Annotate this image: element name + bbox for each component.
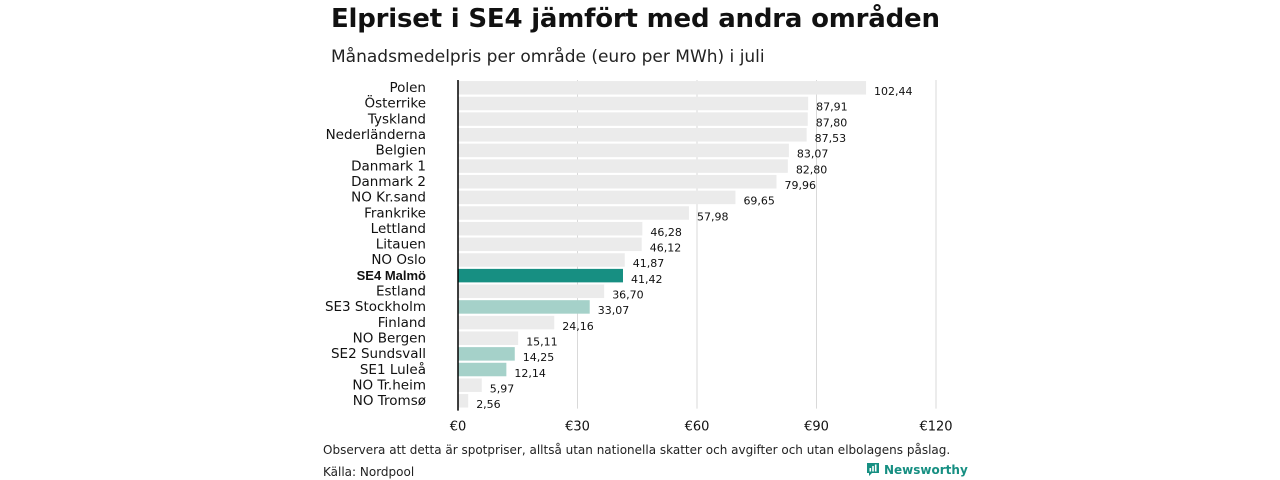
- category-label: Danmark 1: [351, 158, 426, 174]
- bar: [458, 362, 507, 377]
- value-label: 83,07: [797, 148, 829, 161]
- x-tick-label: €30: [565, 420, 590, 435]
- bar: [458, 81, 867, 95]
- category-label: SE1 Luleå: [360, 361, 426, 378]
- bar: [458, 96, 809, 111]
- value-label: 41,87: [633, 257, 665, 270]
- category-label: NO Tr.heim: [352, 377, 426, 393]
- bar: [458, 253, 625, 267]
- bar: [458, 112, 808, 126]
- bar: [458, 143, 789, 158]
- value-label: 46,28: [650, 226, 682, 239]
- bar: [458, 128, 807, 142]
- bar: [458, 159, 788, 173]
- category-label: Litauen: [376, 237, 426, 253]
- bar: [458, 331, 519, 345]
- value-label: 36,70: [612, 289, 644, 302]
- value-label: 24,16: [562, 320, 594, 333]
- footnote: Observera att detta är spotpriser, allts…: [323, 443, 951, 457]
- brand-name: Newsworthy: [884, 462, 968, 477]
- category-label: Polen: [389, 80, 426, 96]
- value-label: 79,96: [785, 179, 817, 192]
- category-label: NO Kr.sand: [351, 190, 426, 206]
- category-label: Frankrike: [364, 205, 426, 221]
- category-label: SE4 Malmö: [357, 268, 426, 283]
- x-tick-label: €60: [685, 420, 710, 435]
- x-tick-label: €0: [450, 420, 467, 435]
- bar: [458, 315, 555, 330]
- value-label: 2,56: [476, 398, 501, 411]
- bar: [458, 190, 736, 205]
- bar-chart: Polen 102,44 Österrike 87,91 Tyskland 87,80 Ne…: [325, 80, 953, 435]
- value-label: 82,80: [796, 163, 828, 176]
- value-label: 46,12: [650, 242, 682, 255]
- value-label: 5,97: [490, 382, 515, 395]
- bar: [458, 347, 515, 361]
- value-label: 33,07: [598, 304, 630, 317]
- category-label: NO Tromsø: [353, 393, 426, 409]
- category-label: Finland: [378, 315, 426, 331]
- chart-title: Elpriset i SE4 jämfört med andra områden: [331, 4, 940, 34]
- bar: [458, 394, 469, 408]
- value-label: 87,53: [815, 132, 847, 145]
- value-label: 14,25: [523, 351, 555, 364]
- category-label: Österrike: [364, 94, 426, 112]
- category-label: NO Bergen: [353, 330, 426, 346]
- value-label: 102,44: [874, 85, 913, 98]
- bar: [458, 206, 689, 220]
- category-label: Lettland: [371, 221, 426, 237]
- bar: [458, 237, 642, 252]
- bar: [458, 221, 643, 236]
- category-label: NO Oslo: [371, 252, 426, 268]
- category-label: Belgien: [376, 143, 427, 159]
- category-label: Estland: [376, 284, 426, 300]
- value-label: 57,98: [697, 210, 729, 223]
- value-label: 87,91: [816, 101, 848, 114]
- brand-logo: Newsworthy: [866, 462, 968, 477]
- bar: [458, 300, 590, 314]
- value-label: 69,65: [743, 195, 775, 208]
- value-label: 41,42: [631, 273, 663, 286]
- category-label: SE2 Sundsvall: [331, 346, 426, 362]
- value-label: 87,80: [816, 116, 848, 129]
- chart-logo-icon: [867, 463, 879, 476]
- x-tick-label: €120: [919, 420, 952, 435]
- value-label: 12,14: [514, 367, 546, 380]
- bar: [458, 378, 482, 392]
- chart-subtitle: Månadsmedelpris per område (euro per MWh…: [331, 47, 765, 67]
- bar: [458, 174, 777, 189]
- bar: [458, 268, 623, 283]
- category-label: Nederländerna: [326, 127, 426, 143]
- value-label: 15,11: [526, 335, 558, 348]
- category-label: Tyskland: [367, 111, 426, 127]
- category-label: SE3 Stockholm: [325, 299, 426, 315]
- x-tick-label: €90: [804, 420, 829, 435]
- category-label: Danmark 2: [351, 174, 426, 190]
- bar: [458, 284, 605, 299]
- source-note: Källa: Nordpool: [323, 465, 415, 479]
